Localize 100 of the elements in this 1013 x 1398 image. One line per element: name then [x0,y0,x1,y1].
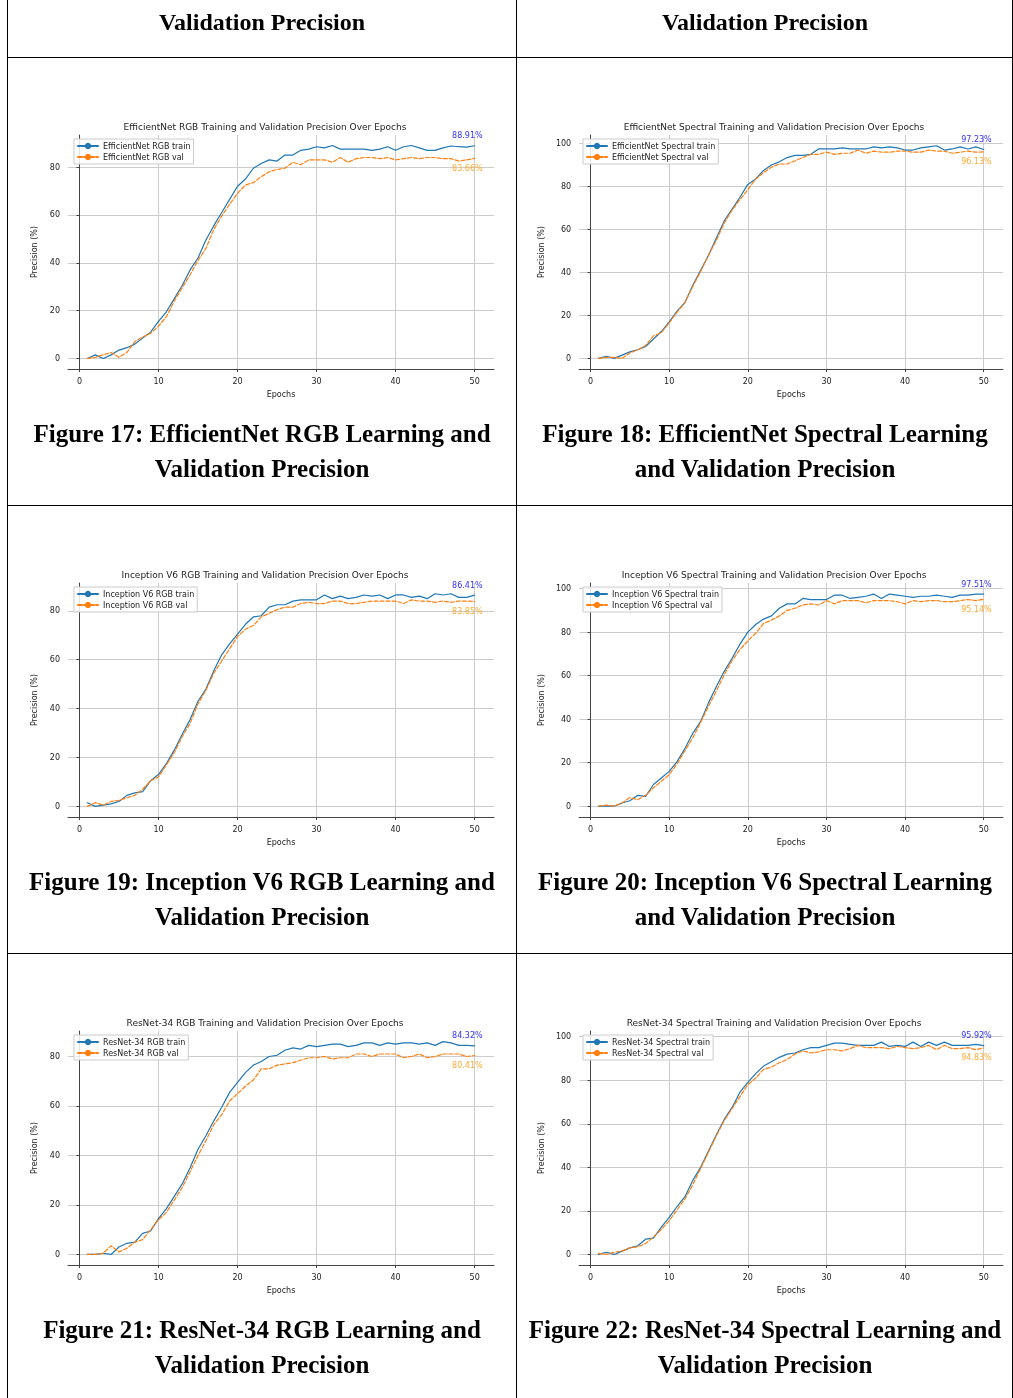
x-axis-title: Epochs [776,389,806,399]
chart-title: EfficientNet RGB Training and Validation Precision Over Epochs [123,121,407,132]
y-tick-label: 80 [49,606,60,616]
x-tick-label: 0 [76,824,83,834]
legend-label: EfficientNet Spectral val [612,152,709,162]
y-tick-label: 0 [566,801,572,811]
y-tick-label: 20 [49,306,60,316]
legend-label: EfficientNet RGB train [103,141,191,151]
x-tick-label: 30 [821,376,832,386]
y-tick-label: 40 [49,1150,60,1160]
x-tick-label: 30 [311,824,322,834]
x-tick-label: 50 [978,1272,989,1282]
x-tick-label: 40 [390,1272,401,1282]
y-tick-label: 0 [54,353,60,363]
data-label: 97.51% [961,579,993,589]
data-label: 94.83% [961,1053,993,1063]
data-label: 84.32% [452,1031,484,1041]
y-tick-label: 100 [555,139,572,149]
y-tick-label: 0 [54,801,60,811]
y-tick-label: 20 [49,1200,60,1210]
legend-label: Inception V6 RGB val [103,600,188,610]
chart-title: Inception V6 RGB Training and Validation Precision Over Epochs [121,569,409,580]
x-tick-label: 40 [900,1272,911,1282]
x-tick-label: 0 [588,824,594,834]
legend-label: ResNet-34 RGB val [103,1048,179,1058]
x-tick-label: 0 [76,1272,83,1282]
legend-label: Inception V6 RGB train [103,589,195,599]
x-axis-title: Epochs [266,389,296,399]
y-tick-label: 60 [49,655,60,665]
caption: Figure 20: Inception V6 Spectral Learning and Validation Precision [537,867,993,932]
legend-label: EfficientNet Spectral train [612,141,716,151]
data-label: 80.41% [452,1060,484,1070]
x-tick-label: 40 [900,824,911,834]
y-tick-label: 60 [49,1101,60,1111]
y-tick-label: 80 [560,182,572,192]
y-axis-title: Precision (%) [29,674,39,727]
x-tick-label: 50 [978,376,989,386]
x-tick-label: 40 [900,376,911,386]
chart-title: EfficientNet Spectral Training and Validation Precision Over Epochs [623,121,925,132]
caption: Figure 17: EfficientNet RGB Learning and Validation Precision [32,419,492,484]
y-tick-label: 40 [560,714,572,724]
legend-label: Inception V6 Spectral val [612,600,713,610]
x-tick-label: 40 [390,376,401,386]
y-tick-label: 80 [560,1075,572,1085]
caption: Figure 19: Inception V6 RGB Learning and Validation Precision [28,867,496,932]
x-tick-label: 50 [978,824,989,834]
legend-label: ResNet-34 Spectral train [612,1037,711,1047]
y-tick-label: 40 [49,704,60,714]
y-tick-label: 0 [566,1249,572,1259]
y-axis-title: Precision (%) [536,674,546,727]
y-tick-label: 40 [560,1162,572,1172]
x-axis-title: Epochs [776,837,806,847]
data-label: 83.85% [452,606,484,616]
caption: Figure 21: ResNet-34 RGB Learning and Validation Precision [42,1315,482,1380]
x-tick-label: 0 [588,376,594,386]
x-tick-label: 30 [821,1272,832,1282]
text: Validation Precision [7,0,516,57]
y-tick-label: 60 [560,225,572,234]
y-tick-label: 80 [49,162,60,172]
x-tick-label: 10 [664,824,675,834]
legend-label: ResNet-34 Spectral val [612,1048,704,1058]
x-tick-label: 30 [821,824,832,834]
y-tick-label: 20 [49,752,60,762]
chart-title: Inception V6 Spectral Training and Validation Precision Over Epochs [621,569,927,580]
x-axis-title: Epochs [776,1285,806,1295]
y-tick-label: 80 [560,627,572,637]
data-label: 88.91% [452,131,484,141]
x-tick-label: 50 [469,376,480,386]
caption: Figure 22: ResNet-34 Spectral Learning and Validation Precision [527,1315,1003,1380]
x-tick-label: 20 [232,1272,243,1282]
y-tick-label: 40 [560,267,572,277]
data-label: 95.92% [961,1031,993,1041]
data-label: 95.14% [961,604,993,614]
y-axis-title: Precision (%) [536,226,546,279]
data-label: 96.13% [961,157,993,167]
x-tick-label: 20 [232,376,243,386]
y-axis-title: Precision (%) [536,1122,546,1175]
chart-title: ResNet-34 Spectral Training and Validation Precision Over Epochs [626,1017,922,1028]
y-tick-label: 20 [560,758,572,768]
y-tick-label: 20 [560,1206,572,1216]
x-tick-label: 0 [76,376,83,386]
y-tick-label: 0 [54,1249,60,1259]
x-tick-label: 0 [588,1272,594,1282]
x-tick-label: 10 [664,376,675,386]
x-tick-label: 10 [153,376,164,386]
y-axis-title: Precision (%) [29,1122,39,1175]
y-tick-label: 60 [560,1119,572,1129]
x-axis-title: Epochs [266,1285,296,1295]
data-label: 86.41% [452,580,484,590]
x-tick-label: 20 [742,376,753,386]
x-tick-label: 10 [153,1272,164,1282]
y-tick-label: 80 [49,1051,60,1061]
x-tick-label: 20 [232,824,243,834]
legend-label: Inception V6 Spectral train [612,589,719,599]
y-tick-label: 0 [566,353,572,363]
y-tick-label: 40 [49,258,60,268]
x-tick-label: 10 [153,824,164,834]
x-tick-label: 40 [390,824,401,834]
x-axis-title: Epochs [266,837,296,847]
x-tick-label: 50 [469,1272,480,1282]
